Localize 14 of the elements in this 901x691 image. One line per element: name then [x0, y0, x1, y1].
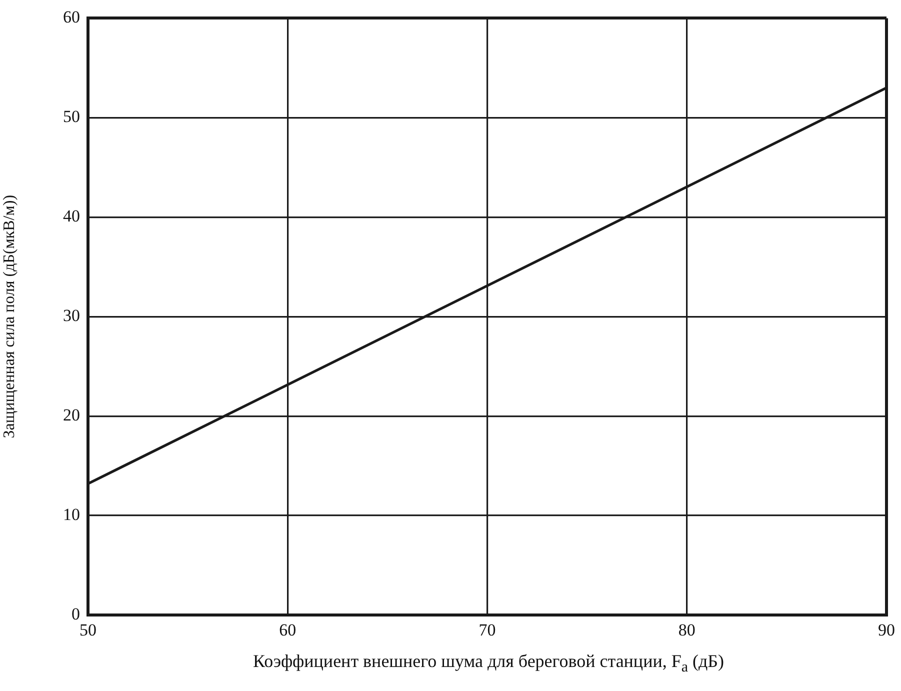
- y-tick-label: 50: [63, 107, 80, 126]
- y-tick-label: 20: [63, 406, 80, 425]
- x-tick-label: 70: [478, 620, 496, 640]
- x-tick-label: 80: [678, 620, 696, 640]
- y-tick-label: 40: [63, 206, 80, 226]
- y-tick-label: 0: [72, 604, 80, 624]
- x-tick-label: 90: [878, 620, 895, 640]
- y-tick-label: 60: [63, 8, 80, 27]
- y-tick-label: 10: [63, 505, 80, 524]
- y-tick-label: 30: [63, 306, 80, 326]
- y-axis-title: Защищенная сила поля (дБ(мкВ/м)): [0, 194, 18, 438]
- x-tick-label: 50: [80, 620, 96, 640]
- x-tick-label: 60: [279, 620, 296, 640]
- x-axis-title: Коэффициент внешнего шума для береговой станции, F$_{a}$ (дБ): [252, 651, 725, 677]
